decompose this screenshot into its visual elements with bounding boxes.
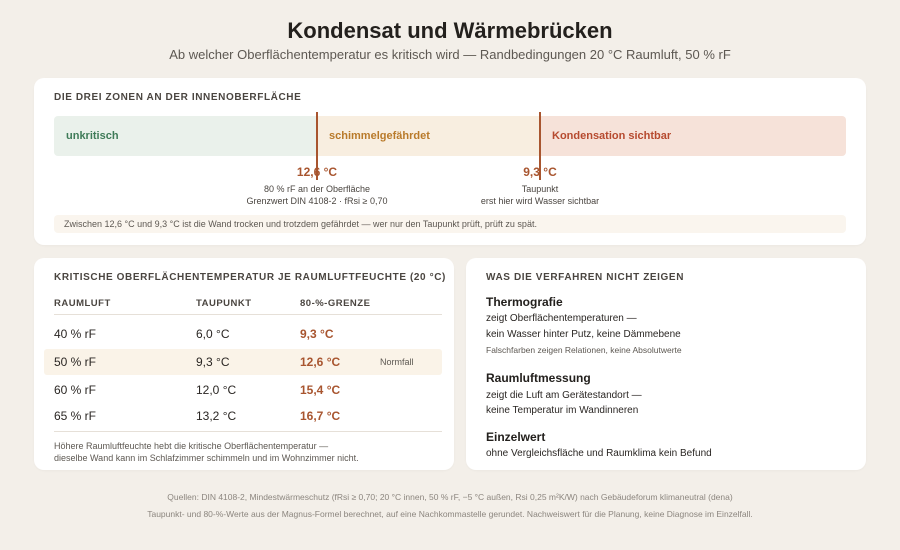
page-title: Kondensat und Wärmebrücken: [287, 18, 613, 43]
table-header-divider: [54, 314, 442, 315]
method-title-thermografie: Thermografie: [486, 295, 563, 309]
method-einzelwert-line-1: ohne Vergleichsfläche und Raumklima kein…: [486, 448, 712, 459]
table-heading: KRITISCHE OBERFLÄCHENTEMPERATUR JE RAUML…: [54, 272, 446, 283]
marker-line-dewpoint: [539, 112, 541, 180]
table-row: 40 % rF 6,0 °C 9,3 °C: [44, 321, 442, 347]
column-header-taupunkt: TAUPUNKT: [196, 298, 252, 309]
marker-desc-dewpoint-1: Taupunkt: [521, 184, 559, 194]
cell-limit: 12,6 °C: [300, 355, 341, 369]
normfall-tag: Normfall: [380, 357, 414, 367]
source-line-2: Taupunkt- und 80-%-Werte aus der Magnus-…: [147, 509, 753, 519]
cell-dewpoint: 9,3 °C: [196, 355, 230, 369]
zone-note: Zwischen 12,6 °C und 9,3 °C ist die Wand…: [54, 215, 846, 233]
method-raumluft-line-2: keine Temperatur im Wandinneren: [486, 405, 639, 416]
method-title-raumluft: Raumluftmessung: [486, 371, 591, 385]
table-row-highlight: 50 % rF 9,3 °C 12,6 °C Normfall: [44, 349, 442, 375]
cell-limit: 9,3 °C: [300, 327, 334, 341]
method-thermografie-line-2: kein Wasser hinter Putz, keine Dämmebene: [486, 329, 681, 340]
method-title-einzelwert: Einzelwert: [486, 430, 546, 444]
cell-limit: 15,4 °C: [300, 383, 341, 397]
marker-value-mold: 12,6 °C: [296, 165, 338, 179]
method-raumluft-line-1: zeigt die Luft am Gerätestandort —: [486, 390, 642, 401]
table-footnote-line-1: Höhere Raumluftfeuchte hebt die kritisch…: [54, 441, 329, 451]
marker-value-dewpoint: 9,3 °C: [523, 165, 557, 179]
cell-humidity: 40 % rF: [54, 327, 97, 341]
column-header-raumluft: RAUMLUFT: [54, 298, 111, 309]
zone-schimmelgefaehrdet: schimmelgefährdet: [317, 116, 540, 156]
zone-unkritisch: unkritisch: [54, 116, 317, 156]
marker-desc-dewpoint-2: erst hier wird Wasser sichtbar: [480, 196, 600, 206]
table-footer-divider: [54, 431, 442, 432]
temperature-table-card: KRITISCHE OBERFLÄCHENTEMPERATUR JE RAUML…: [34, 258, 454, 470]
method-thermografie-note: Falschfarben zeigen Relationen, keine Ab…: [486, 345, 682, 355]
zone-kondensation: Kondensation sichtbar: [540, 116, 846, 156]
methods-card: WAS DIE VERFAHREN NICHT ZEIGEN Thermogra…: [466, 258, 866, 470]
zones-heading: DIE DREI ZONEN AN DER INNENOBERFLÄCHE: [54, 92, 302, 103]
cell-limit: 16,7 °C: [300, 409, 341, 423]
table-row: 60 % rF 12,0 °C 15,4 °C: [44, 377, 442, 403]
marker-line-mold: [316, 112, 318, 180]
cell-dewpoint: 6,0 °C: [196, 327, 230, 341]
marker-desc-mold-2: Grenzwert DIN 4108-2 · fRsi ≥ 0,70: [246, 196, 388, 206]
table-row: 65 % rF 13,2 °C 16,7 °C: [44, 403, 442, 429]
zone-bar: unkritisch schimmelgefährdet Kondensatio…: [54, 116, 846, 156]
cell-dewpoint: 12,0 °C: [196, 383, 237, 397]
methods-heading: WAS DIE VERFAHREN NICHT ZEIGEN: [486, 272, 685, 283]
method-thermografie-line-1: zeigt Oberflächentemperaturen —: [486, 313, 637, 324]
page-subtitle: Ab welcher Oberflächentemperatur es krit…: [169, 47, 731, 62]
table-footnote: Höhere Raumluftfeuchte hebt die kritisch…: [54, 440, 444, 464]
table-footnote-line-2: dieselbe Wand kann im Schlafzimmer schim…: [54, 453, 359, 463]
zones-card: DIE DREI ZONEN AN DER INNENOBERFLÄCHE un…: [34, 78, 866, 245]
cell-humidity: 60 % rF: [54, 383, 97, 397]
marker-desc-mold-1: 80 % rF an der Oberfläche: [263, 184, 371, 194]
cell-humidity: 65 % rF: [54, 409, 97, 423]
cell-humidity: 50 % rF: [54, 355, 97, 369]
column-header-grenze: 80-%-GRENZE: [300, 298, 371, 309]
source-line-1: Quellen: DIN 4108-2, Mindestwärmeschutz …: [167, 492, 733, 502]
cell-dewpoint: 13,2 °C: [196, 409, 237, 423]
